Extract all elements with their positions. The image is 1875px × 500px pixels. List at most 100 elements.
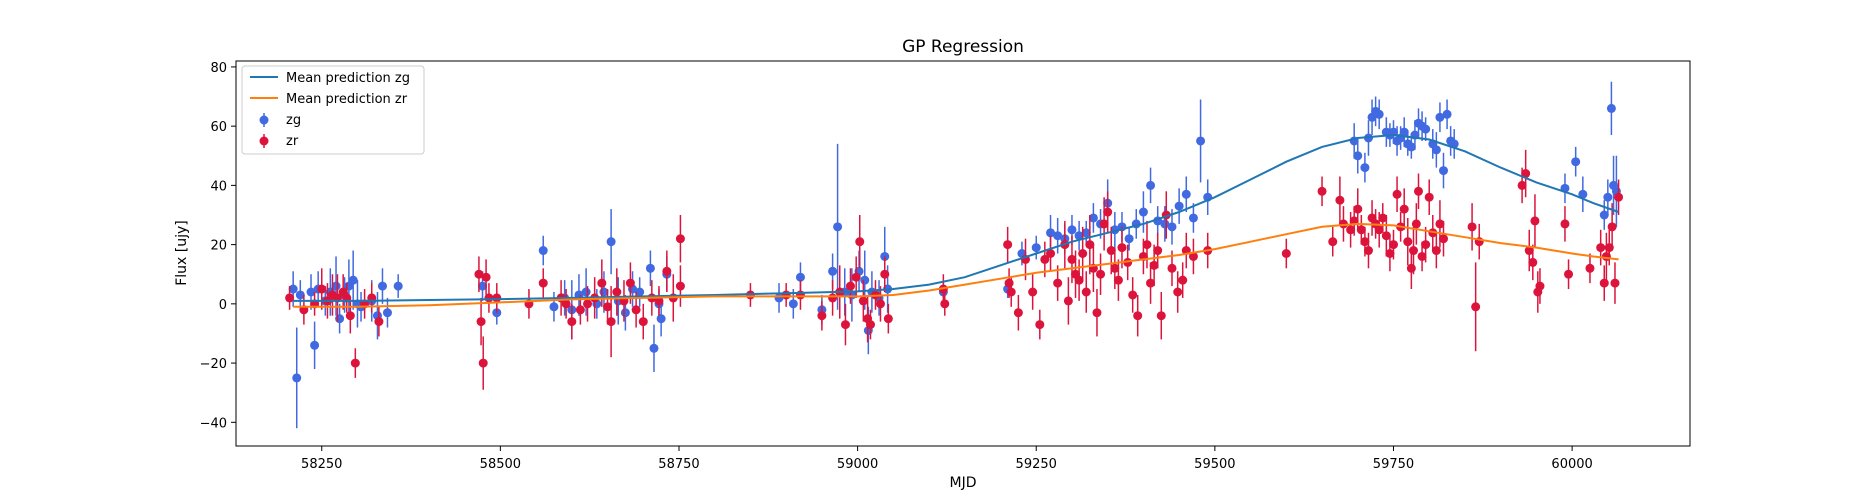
zg-point <box>606 237 616 247</box>
zr-point <box>597 278 607 288</box>
zg-point <box>306 287 316 297</box>
zg-point <box>1374 109 1384 119</box>
zr-point <box>1281 249 1291 258</box>
zr-point <box>1142 240 1152 250</box>
zg-point <box>1360 163 1370 173</box>
y-tick-label: 80 <box>210 61 227 76</box>
zg-point <box>645 263 655 273</box>
zr-point <box>1317 186 1327 196</box>
zr-point <box>1385 249 1395 258</box>
zr-point <box>1521 169 1531 179</box>
zr-point <box>1053 278 1063 288</box>
zr-point <box>1604 243 1614 253</box>
zg-point <box>1599 210 1609 220</box>
plot-area <box>285 81 1624 429</box>
zr-point <box>583 299 593 309</box>
zg-point <box>377 281 387 291</box>
zr-point <box>1046 249 1056 258</box>
zr-point <box>1078 249 1088 258</box>
zr-point <box>575 305 585 315</box>
zr-point <box>285 293 295 303</box>
zg-point <box>1081 228 1091 238</box>
zr-point <box>1524 246 1534 256</box>
legend-label-zr: zr <box>286 134 299 149</box>
legend-label-zr-line: Mean prediction zr <box>286 92 408 107</box>
zg-point <box>549 302 559 312</box>
zr-point <box>1085 240 1095 250</box>
zr-point <box>484 293 494 303</box>
zr-point <box>1607 222 1617 232</box>
zg-point <box>1571 157 1581 167</box>
zr-point <box>567 317 577 327</box>
zr-point <box>875 299 885 309</box>
zr-point <box>1099 219 1109 229</box>
zr-point <box>1560 219 1570 229</box>
zg-point <box>292 373 302 383</box>
x-tick-label: 58250 <box>301 457 342 472</box>
y-tick-label: −20 <box>200 357 227 372</box>
legend-swatch-zr-marker <box>259 136 269 146</box>
zr-point <box>1601 251 1611 261</box>
zr-point <box>1388 240 1398 250</box>
zr-point <box>1406 263 1416 273</box>
zr-point <box>1006 287 1016 297</box>
legend: Mean prediction zg Mean prediction zr zg… <box>241 65 425 155</box>
zr-point <box>1374 225 1384 235</box>
zr-point <box>1403 237 1413 247</box>
zr-point <box>1356 225 1366 235</box>
x-tick-label: 58750 <box>658 457 699 472</box>
zr-point <box>675 234 685 244</box>
zr-point <box>1381 231 1391 241</box>
zr-point <box>603 302 613 312</box>
zr-point <box>1530 216 1540 226</box>
zr-point <box>1167 263 1177 273</box>
x-tick-label: 58500 <box>480 457 521 472</box>
zr-point <box>1003 240 1013 250</box>
zr-point <box>1096 269 1106 279</box>
legend-label-zg-line: Mean prediction zg <box>286 71 410 86</box>
zr-point <box>476 317 486 327</box>
zg-point <box>649 343 659 353</box>
zg-point <box>635 287 645 297</box>
zr-point <box>492 293 502 303</box>
zr-point <box>1467 222 1477 232</box>
zr-point <box>1392 189 1402 199</box>
legend-label-zg: zg <box>286 113 301 128</box>
zg-point <box>620 308 630 318</box>
zr-point <box>1103 207 1113 217</box>
zr-point <box>1438 234 1448 244</box>
zg-point <box>1188 213 1198 223</box>
zg-point <box>860 275 870 285</box>
zr-point <box>1028 287 1038 297</box>
zr-point <box>1408 246 1418 256</box>
zr-point <box>940 299 950 309</box>
zg-point <box>1196 136 1206 146</box>
zr-point <box>1035 320 1045 330</box>
zr-point <box>1128 290 1138 300</box>
zg-point <box>1124 234 1134 244</box>
zr-point <box>1471 302 1481 312</box>
zr-point <box>1517 180 1527 190</box>
zr-point <box>1178 275 1188 285</box>
zg-point <box>833 222 843 232</box>
zr-point <box>840 320 850 330</box>
zg-point <box>1046 228 1056 238</box>
zg-point <box>1160 219 1170 229</box>
zr-point <box>675 281 685 291</box>
zr-point <box>561 299 571 309</box>
zg-point <box>1174 201 1184 211</box>
zg-point <box>1146 180 1156 190</box>
zr-point <box>1353 204 1363 214</box>
y-tick-label: −40 <box>200 416 227 431</box>
y-axis-label: Flux [ujy] <box>174 220 190 286</box>
zr-point <box>1585 263 1595 273</box>
zg-point <box>310 340 320 350</box>
zg-point <box>1406 142 1416 152</box>
zr-point <box>1173 287 1183 297</box>
zr-point <box>1106 246 1116 256</box>
zg-point <box>1181 189 1191 199</box>
zr-point <box>1614 192 1624 202</box>
x-tick-label: 59750 <box>1373 457 1414 472</box>
zr-point <box>1564 269 1574 279</box>
plot-frame <box>235 60 1691 447</box>
